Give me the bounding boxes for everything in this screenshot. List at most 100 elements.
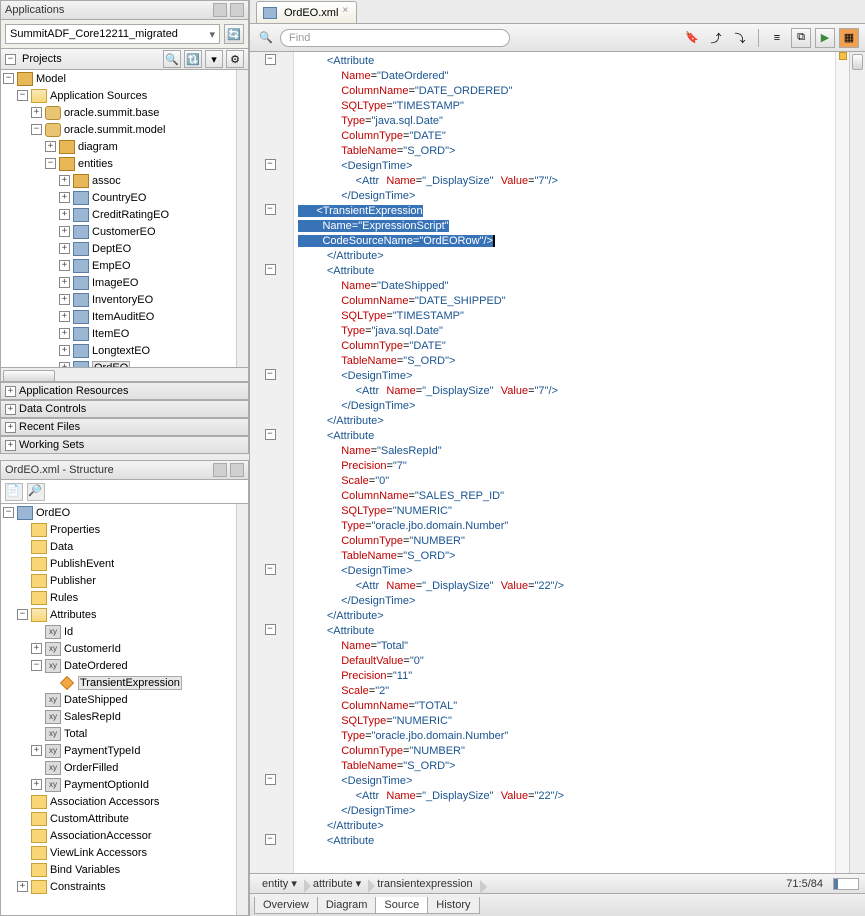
struct-transient[interactable]: TransientExpression [78, 676, 182, 690]
expander[interactable]: + [59, 192, 70, 203]
node-entities[interactable]: entities [78, 158, 113, 170]
tree-filter-button[interactable]: 🔍 [163, 50, 181, 68]
expander[interactable]: − [17, 609, 28, 620]
tree-filter2-button[interactable]: ▾ [205, 50, 223, 68]
crumb-transient[interactable]: transientexpression [371, 878, 482, 890]
struct-id[interactable]: Id [64, 626, 73, 638]
expander[interactable]: + [45, 141, 56, 152]
panel-minimize-icon[interactable] [213, 463, 227, 477]
code-text[interactable]: <Attribute Name="DateOrdered" ColumnName… [294, 52, 835, 873]
expander[interactable]: + [59, 277, 70, 288]
bar-recent-files[interactable]: +Recent Files [0, 418, 249, 436]
node-inventory[interactable]: InventoryEO [92, 294, 153, 306]
expander[interactable]: + [59, 226, 70, 237]
node-dept[interactable]: DeptEO [92, 243, 131, 255]
struct-data[interactable]: Data [50, 541, 73, 553]
expander[interactable]: + [59, 243, 70, 254]
expander[interactable]: − [45, 158, 56, 169]
panel-minimize-icon[interactable] [213, 3, 227, 17]
grid-icon[interactable]: ▦ [839, 28, 859, 48]
struct-dateshipped[interactable]: DateShipped [64, 694, 128, 706]
expander[interactable]: − [17, 90, 28, 101]
panel-menu-icon[interactable] [230, 3, 244, 17]
struct-publishevent[interactable]: PublishEvent [50, 558, 114, 570]
struct-attributes[interactable]: Attributes [50, 609, 96, 621]
expander[interactable]: + [17, 881, 28, 892]
expander[interactable]: − [31, 124, 42, 135]
expander[interactable]: + [59, 328, 70, 339]
structure-tool-1[interactable]: 📄 [5, 483, 23, 501]
struct-assocacc[interactable]: Association Accessors [50, 796, 159, 808]
expander[interactable]: − [3, 73, 14, 84]
expander[interactable]: − [31, 660, 42, 671]
node-credit[interactable]: CreditRatingEO [92, 209, 169, 221]
node-model[interactable]: Model [36, 73, 66, 85]
struct-publisher[interactable]: Publisher [50, 575, 96, 587]
expander[interactable]: + [59, 209, 70, 220]
projects-tree[interactable]: −Model −Application Sources +oracle.summ… [0, 70, 249, 368]
struct-assocaccessor[interactable]: AssociationAccessor [50, 830, 152, 842]
align-icon[interactable]: ≡ [767, 28, 787, 48]
tab-history[interactable]: History [427, 897, 479, 914]
application-selector[interactable]: SummitADF_Core12211_migrated ▾ [5, 24, 220, 44]
node-longtext[interactable]: LongtextEO [92, 345, 150, 357]
expander[interactable]: + [31, 107, 42, 118]
struct-customattr[interactable]: CustomAttribute [50, 813, 129, 825]
bar-app-resources[interactable]: +Application Resources [0, 382, 249, 400]
node-itemaudit[interactable]: ItemAuditEO [92, 311, 154, 323]
tab-overview[interactable]: Overview [254, 897, 318, 914]
bookmark-icon[interactable]: 🔖 [682, 28, 702, 48]
node-diagram[interactable]: diagram [78, 141, 118, 153]
struct-constraints[interactable]: Constraints [50, 881, 106, 893]
toggle-icon[interactable]: ⧉ [791, 28, 811, 48]
expander[interactable]: + [59, 175, 70, 186]
struct-paymenttypeid[interactable]: PaymentTypeId [64, 745, 140, 757]
app-refresh-button[interactable]: 🔄 [224, 24, 244, 44]
projects-hscroll[interactable] [0, 368, 249, 382]
node-customer[interactable]: CustomerEO [92, 226, 156, 238]
expander[interactable]: + [59, 345, 70, 356]
struct-salesrepid[interactable]: SalesRepId [64, 711, 121, 723]
struct-properties[interactable]: Properties [50, 524, 100, 536]
editor-vscroll[interactable] [849, 52, 865, 873]
validate-icon[interactable]: ▶ [815, 28, 835, 48]
node-appsrc[interactable]: Application Sources [50, 90, 147, 102]
crumb-attribute[interactable]: attribute ▾ [307, 877, 371, 890]
expand-icon[interactable]: − [5, 54, 16, 65]
tab-source[interactable]: Source [375, 897, 428, 914]
find-input[interactable]: Find [280, 29, 510, 47]
crumb-entity[interactable]: entity ▾ [256, 877, 307, 890]
struct-bindvars[interactable]: Bind Variables [50, 864, 120, 876]
structure-tool-2[interactable]: 🔎 [27, 483, 45, 501]
node-image[interactable]: ImageEO [92, 277, 138, 289]
node-base[interactable]: oracle.summit.base [64, 107, 159, 119]
fold-gutter[interactable]: − − − − − − − − − − [250, 52, 294, 873]
node-modelpkg[interactable]: oracle.summit.model [64, 124, 165, 136]
node-assoc[interactable]: assoc [92, 175, 121, 187]
struct-customerid[interactable]: CustomerId [64, 643, 121, 655]
panel-menu-icon[interactable] [230, 463, 244, 477]
tab-diagram[interactable]: Diagram [317, 897, 377, 914]
search-button[interactable]: 🔍 [256, 28, 276, 48]
bar-working-sets[interactable]: +Working Sets [0, 436, 249, 454]
expander[interactable]: − [3, 507, 14, 518]
tree-sort-button[interactable]: 🔃 [184, 50, 202, 68]
node-emp[interactable]: EmpEO [92, 260, 131, 272]
structure-scrollbar[interactable] [236, 504, 248, 915]
expander[interactable]: + [59, 311, 70, 322]
bookmark-prev-icon[interactable]: ⤴ [706, 28, 726, 48]
node-ord[interactable]: OrdEO [92, 361, 130, 369]
struct-viewlink[interactable]: ViewLink Accessors [50, 847, 147, 859]
tree-config-button[interactable]: ⚙ [226, 50, 244, 68]
node-item[interactable]: ItemEO [92, 328, 129, 340]
expander[interactable]: + [59, 260, 70, 271]
struct-root[interactable]: OrdEO [36, 507, 70, 519]
struct-orderfilled[interactable]: OrderFilled [64, 762, 118, 774]
structure-tree[interactable]: − OrdEO Properties Data PublishEvent Publ… [0, 504, 249, 916]
struct-rules[interactable]: Rules [50, 592, 78, 604]
expander[interactable]: + [31, 779, 42, 790]
struct-total[interactable]: Total [64, 728, 87, 740]
close-icon[interactable]: × [342, 6, 352, 16]
node-country[interactable]: CountryEO [92, 192, 146, 204]
struct-paymentoptionid[interactable]: PaymentOptionId [64, 779, 149, 791]
